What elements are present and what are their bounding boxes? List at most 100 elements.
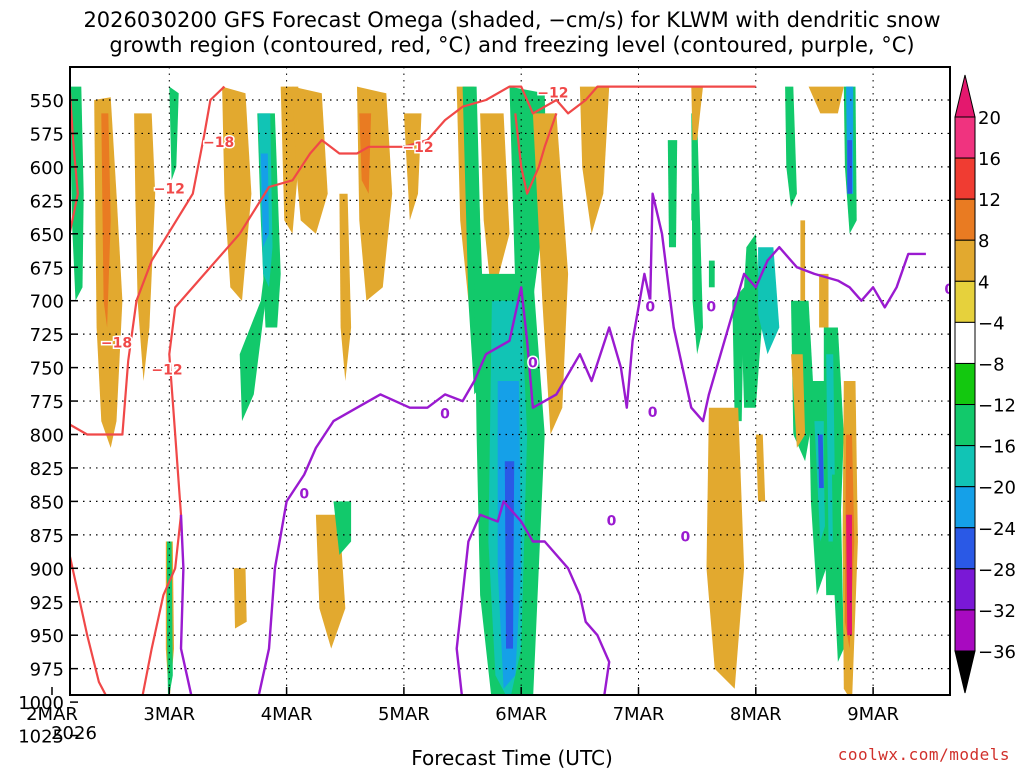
omega-region — [532, 113, 569, 435]
omega-region — [222, 86, 252, 301]
y-tick-label: 900 — [30, 559, 64, 580]
chart-title-line-1: 2026030200 GFS Forecast Omega (shaded, −… — [83, 8, 941, 32]
omega-region — [167, 541, 173, 695]
freezing-level-contour — [179, 514, 193, 695]
x-tick-label: 4MAR — [261, 704, 313, 725]
omega-region — [691, 113, 703, 355]
contour-label: 0 — [528, 356, 538, 372]
omega-region — [818, 434, 824, 488]
y-tick-label: 800 — [30, 426, 64, 447]
contour-label: −18 — [203, 135, 234, 151]
contour-label: −12 — [154, 182, 185, 198]
colorbar-tick-label: −4 — [978, 313, 1005, 334]
omega-region — [785, 86, 797, 207]
contour-lines — [70, 85, 926, 743]
colorbar-tick-label: −24 — [978, 519, 1016, 540]
colorbar-bin — [954, 321, 976, 364]
colorbar-under-arrow — [954, 650, 976, 694]
omega-region — [708, 260, 715, 288]
omega-region — [315, 514, 346, 649]
y-tick-label: 1025 — [18, 727, 64, 748]
omega-region — [480, 113, 510, 301]
colorbar-tick-label: 8 — [978, 231, 989, 252]
colorbar-over-arrow — [954, 74, 976, 118]
y-tick-label: 950 — [30, 626, 64, 647]
contour-label: 0 — [681, 530, 691, 546]
x-tick-label: 6MAR — [495, 704, 547, 725]
contour-labels: −18 −18 −12 −12 −12 −12 0 0 0 0 0 0 0 0 0 — [99, 84, 950, 547]
y-axis: 550 575 600 625 650 675 700 725 750 775 800 825 850 8… — [18, 91, 78, 748]
omega-region — [800, 220, 806, 301]
y-tick-label: 725 — [30, 325, 64, 346]
y-tick-label: 575 — [30, 124, 64, 145]
dgz-contour-line — [70, 86, 79, 235]
omega-region — [819, 273, 829, 328]
omega-region — [403, 113, 422, 221]
omega-region — [808, 86, 844, 114]
colorbar-bin — [954, 527, 976, 570]
y-tick-label: 925 — [30, 593, 64, 614]
contour-label: −12 — [402, 140, 433, 156]
omega-region — [292, 86, 328, 234]
colorbar-bin — [954, 404, 976, 447]
omega-region — [847, 140, 852, 194]
colorbar-tick-label: −20 — [978, 478, 1016, 499]
omega-region — [239, 193, 275, 422]
y-tick-label: 750 — [30, 359, 64, 380]
contour-label: −12 — [151, 362, 182, 378]
omega-region — [579, 86, 610, 234]
colorbar-bin — [954, 116, 976, 159]
colorbar-tick-label: −28 — [978, 560, 1016, 581]
colorbar-bin — [954, 568, 976, 611]
y-tick-label: 1000 — [18, 693, 64, 714]
dgz-contour-line — [514, 113, 558, 195]
colorbar-tick-label: −8 — [978, 354, 1005, 375]
dgz-contour-line — [70, 85, 226, 436]
x-tick-label: 9MAR — [847, 704, 899, 725]
colorbar-bin — [954, 157, 976, 200]
contour-label: 0 — [440, 406, 450, 422]
colorbar-bin — [954, 362, 976, 406]
omega-region — [706, 407, 745, 689]
omega-region — [333, 501, 352, 555]
contour-label: 0 — [299, 487, 309, 503]
y-tick-label: 625 — [30, 191, 64, 212]
contour-label: −18 — [101, 336, 132, 352]
omega-region — [280, 86, 299, 234]
x-tick-label: 7MAR — [613, 704, 665, 725]
omega-shading — [70, 86, 858, 695]
colorbar-bin — [954, 239, 976, 282]
omega-region — [755, 434, 766, 502]
x-tick-label: 5MAR — [378, 704, 430, 725]
x-axis: 2MAR 3MAR 4MAR 5MAR 6MAR 7MAR 8MAR 9MAR 2026 — [26, 687, 899, 744]
colorbar-bin — [954, 609, 976, 652]
omega-region — [233, 568, 247, 629]
colorbar-tick-label: −16 — [978, 437, 1016, 458]
source-credit: coolwx.com/models — [837, 745, 1010, 764]
colorbar-tick-label: 12 — [978, 190, 1001, 211]
colorbar-tick-label: −12 — [978, 396, 1016, 417]
omega-region — [691, 193, 698, 221]
y-tick-label: 775 — [30, 392, 64, 413]
contour-label: 0 — [648, 405, 658, 421]
x-axis-label: Forecast Time (UTC) — [411, 746, 613, 770]
y-tick-label: 650 — [30, 225, 64, 246]
y-tick-label: 975 — [30, 660, 64, 681]
colorbar-tick-label: −32 — [978, 601, 1016, 622]
freezing-level-contour — [455, 500, 611, 695]
x-tick-label: 2MAR — [26, 704, 78, 725]
contour-label: 0 — [607, 514, 617, 530]
colorbar-bin — [954, 198, 976, 241]
omega-region — [846, 514, 852, 636]
colorbar-tick-label: 20 — [978, 108, 1001, 129]
contour-label: 0 — [645, 299, 655, 315]
omega-region — [134, 113, 156, 382]
omega-region — [260, 153, 269, 248]
y-tick-label: 875 — [30, 526, 64, 547]
y-tick-label: 850 — [30, 492, 64, 513]
freezing-level-contour — [351, 740, 404, 743]
omega-region — [339, 193, 352, 381]
plot-frame — [69, 66, 951, 696]
contour-label: 0 — [706, 299, 716, 315]
